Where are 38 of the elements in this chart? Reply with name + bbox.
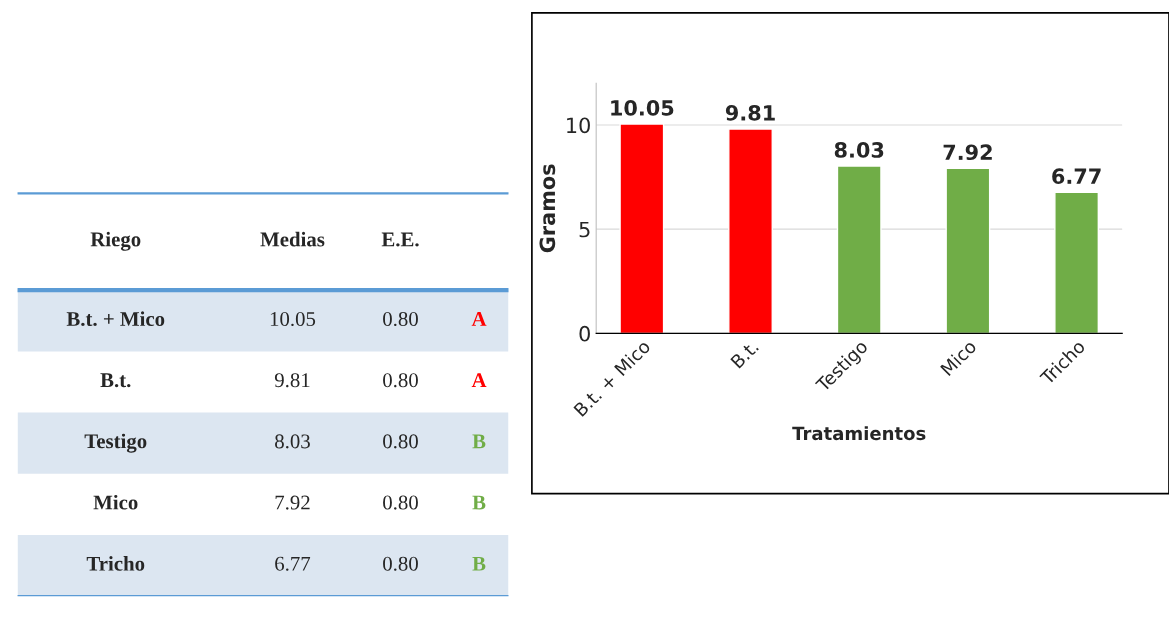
- text: 10.05: [270, 311, 316, 327]
- text: 0.80: [383, 556, 418, 571]
- y-tick-label: 0: [579, 325, 590, 342]
- y-tick-label: 10: [567, 117, 590, 134]
- x-axis-title: Tratamientos: [792, 426, 926, 441]
- text: Tricho: [86, 556, 145, 571]
- y-axis-title: Gramos: [539, 164, 556, 253]
- text: B.t. + Mico: [66, 311, 165, 327]
- text: B: [472, 434, 486, 449]
- bar: [728, 128, 773, 334]
- text: 8.03: [275, 434, 310, 449]
- bar: [836, 165, 882, 334]
- text: 0.80: [383, 495, 418, 510]
- text: B: [472, 495, 486, 510]
- data-label: 7.92: [943, 144, 992, 161]
- data-label: 8.03: [834, 142, 884, 158]
- data-label: 9.81: [725, 104, 775, 121]
- category-label: Riego: [90, 231, 141, 251]
- y-tick-label: 5: [579, 221, 590, 238]
- bar: [1054, 191, 1100, 334]
- text: Mico: [93, 494, 138, 510]
- text: 9.81: [274, 373, 310, 388]
- bar: [619, 123, 665, 334]
- x-tick-label: B.t.: [730, 339, 759, 369]
- text: A: [471, 312, 487, 326]
- text: A: [471, 373, 487, 387]
- text: 0.80: [383, 434, 418, 449]
- data-label: 6.77: [1052, 168, 1101, 185]
- category-label: Medias: [260, 231, 325, 247]
- text: 6.77: [275, 556, 311, 571]
- category-label: E.E.: [381, 232, 419, 247]
- text: Testigo: [84, 433, 147, 453]
- text: 0.80: [383, 311, 418, 327]
- text: 0.80: [383, 373, 418, 388]
- data-label: 10.05: [611, 99, 674, 116]
- text: B: [472, 556, 486, 571]
- text: 7.92: [275, 495, 310, 510]
- bar: [945, 167, 991, 334]
